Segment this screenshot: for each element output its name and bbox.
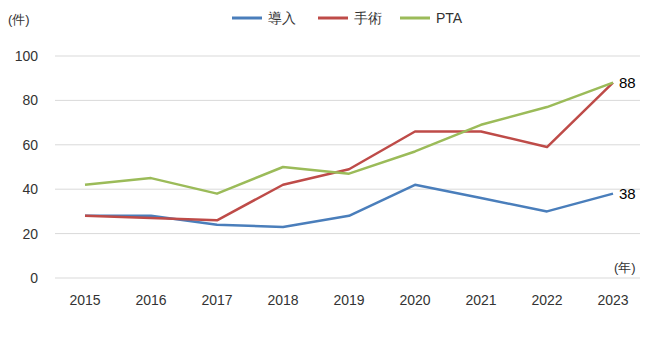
x-axis-label: (年) [614,260,636,275]
y-tick-label: 100 [15,48,39,64]
x-tick-label: 2019 [333,292,364,308]
x-tick-label: 2023 [597,292,628,308]
y-axis-label: (件) [8,12,30,27]
grid-line [55,189,640,190]
legend-label: 手術 [354,10,382,26]
legend-label: PTA [436,10,463,26]
legend-swatch [232,17,262,20]
series-group [85,83,613,227]
x-tick-label: 2021 [465,292,496,308]
x-tick-label: 2020 [399,292,430,308]
legend-swatch [318,17,348,20]
y-tick-label: 20 [22,226,38,242]
grid-line [55,278,640,279]
x-tick-label: 2016 [135,292,166,308]
x-tick-label: 2017 [201,292,232,308]
y-tick-label: 80 [22,92,38,108]
data-label: 88 [619,74,636,91]
x-tick-label: 2018 [267,292,298,308]
series-line [85,83,613,221]
grid-line [55,233,640,234]
series-line [85,83,613,194]
x-tick-label: 2015 [69,292,100,308]
data-label: 38 [619,185,636,202]
series-line [85,185,613,227]
y-tick-label: 40 [22,181,38,197]
x-tick-label: 2022 [531,292,562,308]
chart-container: 0 20 40 60 80 100 2015 2016 2017 2018 2019 2020 2021… [0,0,660,356]
legend-swatch [400,17,430,20]
grid-line [55,56,640,57]
grid-line [55,144,640,145]
grid-line [55,100,640,101]
legend-label: 導入 [268,10,296,26]
y-tick-label: 0 [30,270,38,286]
chart-svg: 0 20 40 60 80 100 2015 2016 2017 2018 2019 2020 2021… [0,0,660,356]
y-tick-label: 60 [22,137,38,153]
